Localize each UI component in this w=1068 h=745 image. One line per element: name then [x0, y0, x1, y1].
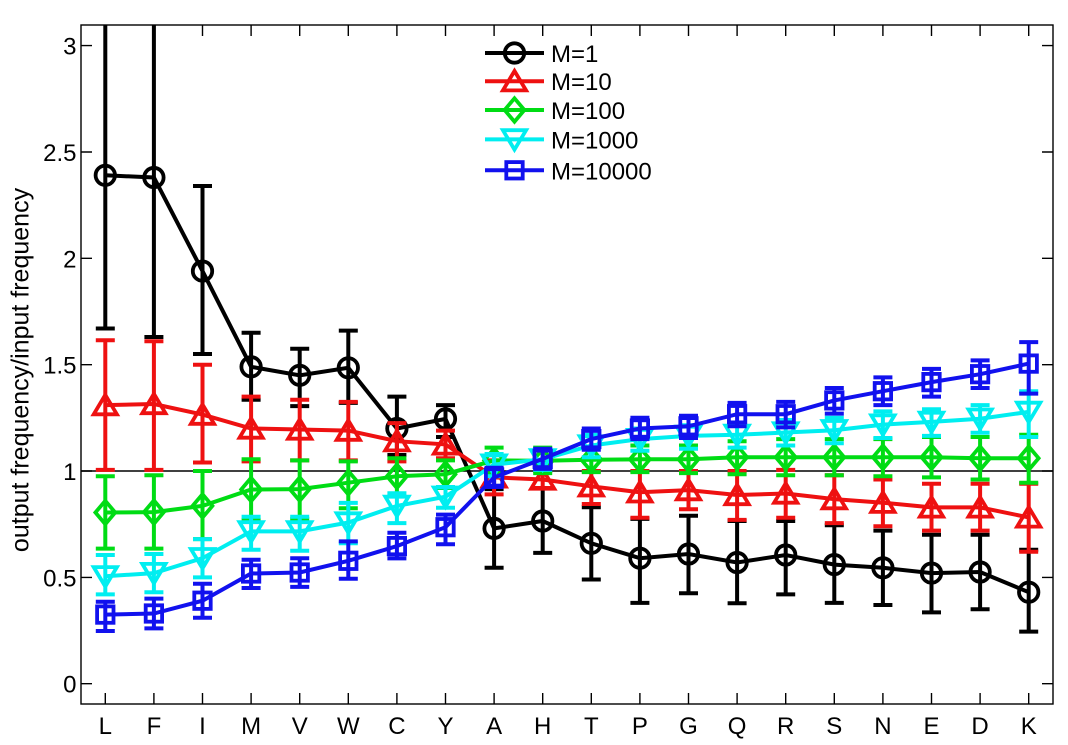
- svg-text:L: L: [99, 713, 112, 740]
- svg-text:H: H: [534, 713, 551, 740]
- svg-text:K: K: [1021, 713, 1037, 740]
- svg-text:2.5: 2.5: [43, 140, 76, 167]
- svg-text:E: E: [923, 713, 939, 740]
- svg-text:F: F: [147, 713, 162, 740]
- svg-text:1: 1: [63, 459, 76, 486]
- svg-text:G: G: [679, 713, 698, 740]
- svg-text:D: D: [971, 713, 988, 740]
- svg-text:P: P: [632, 713, 648, 740]
- svg-text:Q: Q: [728, 713, 747, 740]
- svg-text:M=10000: M=10000: [551, 158, 652, 185]
- svg-text:C: C: [388, 713, 405, 740]
- svg-text:M=100: M=100: [551, 98, 625, 125]
- svg-text:T: T: [584, 713, 599, 740]
- svg-text:output frequency/input frequen: output frequency/input frequency: [7, 187, 35, 552]
- svg-text:2: 2: [63, 246, 76, 273]
- svg-text:M=10: M=10: [551, 69, 612, 96]
- svg-text:M: M: [241, 713, 261, 740]
- svg-text:1.5: 1.5: [43, 353, 76, 380]
- svg-text:N: N: [874, 713, 891, 740]
- svg-text:M=1: M=1: [551, 41, 598, 68]
- svg-text:A: A: [486, 713, 502, 740]
- svg-text:W: W: [337, 713, 360, 740]
- svg-text:V: V: [292, 713, 308, 740]
- svg-text:R: R: [777, 713, 794, 740]
- svg-text:3: 3: [63, 34, 76, 61]
- svg-text:0.5: 0.5: [43, 565, 76, 592]
- svg-text:Y: Y: [437, 713, 453, 740]
- svg-text:0: 0: [63, 672, 76, 699]
- svg-text:S: S: [826, 713, 842, 740]
- svg-text:M=1000: M=1000: [551, 127, 638, 154]
- svg-text:I: I: [199, 713, 206, 740]
